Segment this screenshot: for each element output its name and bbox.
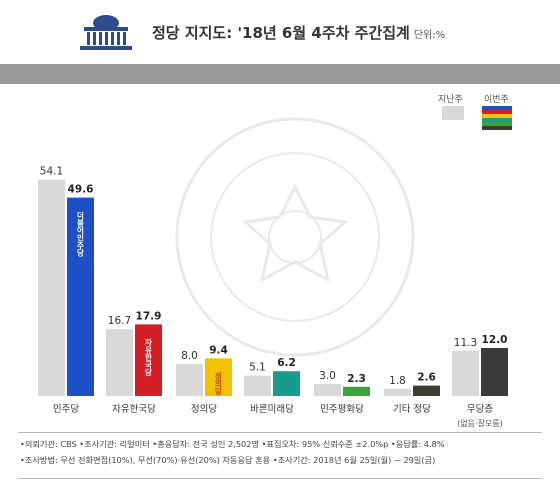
legend-prev-swatch xyxy=(442,106,464,120)
footer-notes: •의뢰기관: CBS •조사기관: 리얼미터 •총응답자: 전국 성인 2,50… xyxy=(20,436,540,468)
legend-swatch-2 xyxy=(482,110,512,114)
party-logo-0: 더불어민주당 xyxy=(76,210,85,258)
value-label-prev-1: 16.7 xyxy=(108,315,131,327)
bar-prev-1 xyxy=(106,329,133,396)
page-title: 정당 지지도: '18년 6월 4주차 주간집계 단위:% xyxy=(152,22,445,43)
bar-curr-0 xyxy=(67,197,94,396)
legend-swatch-1 xyxy=(482,106,512,110)
value-label-prev-4: 3.0 xyxy=(319,370,336,382)
header: 정당 지지도: '18년 6월 4주차 주간집계 단위:% xyxy=(0,0,560,62)
value-label-curr-4: 2.3 xyxy=(347,373,366,385)
footer-divider-bottom xyxy=(18,478,542,479)
legend-swatch-4 xyxy=(482,118,512,122)
legend-swatch-3 xyxy=(482,114,512,118)
legend-swatches xyxy=(442,106,512,130)
unit-label: 단위:% xyxy=(413,30,446,41)
value-label-curr-5: 2.6 xyxy=(417,372,436,384)
title-text: 정당 지지도: '18년 6월 4주차 주간집계 xyxy=(152,24,410,42)
category-label-2: 정의당 xyxy=(191,404,217,415)
party-logo-1: 자유한국당 xyxy=(144,337,153,377)
value-label-curr-3: 6.2 xyxy=(277,357,296,369)
bar-prev-5 xyxy=(384,388,411,396)
header-band xyxy=(0,64,560,84)
bar-curr-3 xyxy=(273,371,300,396)
legend-swatch-6 xyxy=(482,126,512,130)
category-label-6: 무당층 xyxy=(467,404,493,415)
national-assembly-seal-watermark xyxy=(175,117,415,357)
bar-prev-3 xyxy=(244,375,271,396)
value-label-prev-0: 54.1 xyxy=(40,166,63,178)
category-label-0: 민주당 xyxy=(53,404,79,415)
value-label-curr-6: 12.0 xyxy=(482,334,508,346)
bar-curr-1 xyxy=(135,324,162,396)
footer-divider-top xyxy=(18,432,542,433)
bar-prev-0 xyxy=(38,179,65,396)
value-label-prev-6: 11.3 xyxy=(454,337,477,349)
category-sublabel-6: (없음·잘모름) xyxy=(457,419,503,428)
bar-curr-5 xyxy=(413,385,440,396)
value-label-curr-1: 17.9 xyxy=(136,310,162,322)
bar-curr-2 xyxy=(205,358,232,396)
category-label-1: 자유한국당 xyxy=(112,404,156,415)
category-label-4: 민주평화당 xyxy=(320,404,364,415)
footer-line-1: •의뢰기관: CBS •조사기관: 리얼미터 •총응답자: 전국 성인 2,50… xyxy=(20,439,445,449)
legend-curr-label: 이번주 xyxy=(484,95,509,105)
value-label-prev-5: 1.8 xyxy=(389,375,406,387)
bar-curr-6 xyxy=(481,348,508,396)
bar-prev-4 xyxy=(314,384,341,396)
bar-curr-4 xyxy=(343,386,370,396)
value-label-prev-2: 8.0 xyxy=(181,350,198,362)
bar-prev-6 xyxy=(452,350,479,396)
party-logo-2: 정의당 xyxy=(214,371,223,396)
bar-prev-2 xyxy=(176,364,203,396)
category-label-5: 기타 정당 xyxy=(393,404,431,415)
legend-swatch-5 xyxy=(482,122,512,126)
footer-line-2: •조사방법: 무선 전화면접(10%), 무선(70%)·유선(20%) 자동응… xyxy=(20,455,436,465)
legend-prev-label: 지난주 xyxy=(438,95,463,105)
category-label-3: 바른미래당 xyxy=(250,404,294,415)
value-label-curr-2: 9.4 xyxy=(209,344,228,356)
value-label-curr-0: 49.6 xyxy=(68,184,94,196)
value-label-prev-3: 5.1 xyxy=(249,362,266,374)
national-assembly-icon xyxy=(80,15,132,50)
